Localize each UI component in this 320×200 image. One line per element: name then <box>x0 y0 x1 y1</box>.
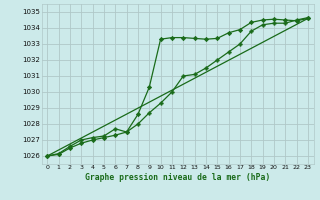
X-axis label: Graphe pression niveau de la mer (hPa): Graphe pression niveau de la mer (hPa) <box>85 173 270 182</box>
